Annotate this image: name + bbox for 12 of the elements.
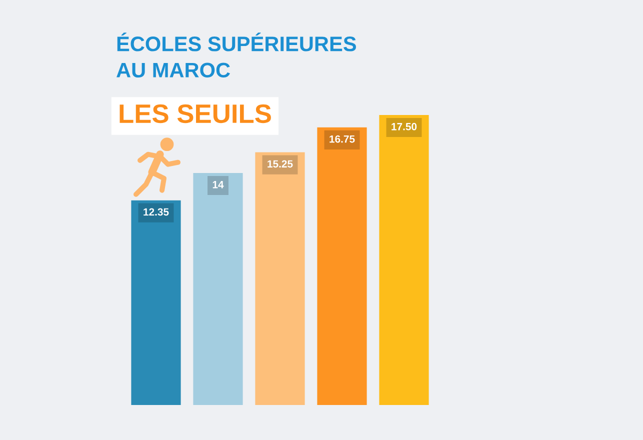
bar <box>131 200 181 405</box>
bar <box>317 127 367 405</box>
data-label: 15.25 <box>268 160 293 168</box>
bar <box>193 173 243 405</box>
data-label: 16.75 <box>330 135 355 143</box>
data-label: 14 <box>212 181 224 188</box>
data-label: 12.35 <box>144 208 169 216</box>
data-label: 17.50 <box>392 122 417 130</box>
bar <box>379 115 429 405</box>
chart-subtitle: LES SEUILS <box>120 104 271 124</box>
chart-title: ÉCOLES SUPÉRIEURES AU MAROC <box>116 32 356 78</box>
bar <box>255 152 305 405</box>
